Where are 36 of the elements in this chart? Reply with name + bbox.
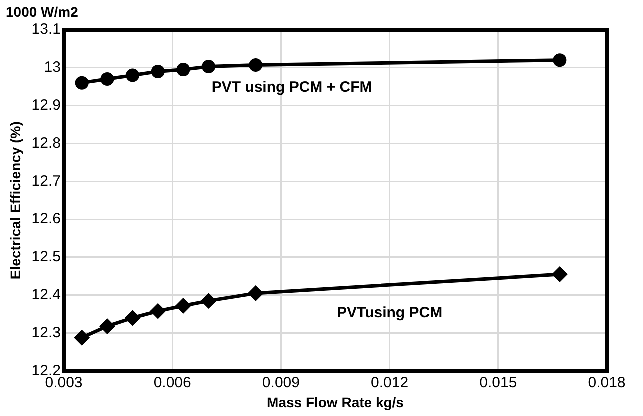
y-tick-label: 12.6 [32,210,61,228]
x-tick-label: 0.018 [588,374,626,392]
y-tick-label: 12.8 [32,134,61,152]
point [202,60,216,74]
chart-title: 1000 W/m2 [6,4,78,20]
y-tick-label: 12.9 [32,96,61,114]
x-tick-label: 0.009 [262,374,300,392]
point [151,64,165,78]
x-tick-label: 0.015 [480,374,518,392]
y-tick-label: 12.3 [32,324,61,342]
point [553,54,567,68]
x-tick-label: 0.003 [45,374,83,392]
series-label: PVT using PCM + CFM [212,79,372,96]
point [176,63,190,77]
x-tick-label: 0.006 [154,374,192,392]
y-tick-label: 13.1 [32,21,61,38]
y-tick-label: 12.7 [32,172,61,190]
point [248,286,264,301]
point [150,304,166,319]
point [100,319,115,334]
x-axis-title: Mass Flow Rate kg/s [267,394,404,410]
point [100,72,114,86]
point [552,267,568,282]
point [176,298,191,314]
point [126,310,140,326]
y-axis-title: Electrical Efficiency (%) [7,122,24,280]
series-label: PVTusing PCM [337,304,443,322]
y-tick-label: 12.4 [32,286,61,304]
point [75,76,89,90]
y-tick-label: 12.5 [32,248,61,266]
point [126,68,140,82]
point [202,294,216,308]
point [74,330,90,346]
point [249,58,263,72]
x-tick-label: 0.012 [371,374,409,392]
y-tick-label: 13 [44,59,61,76]
